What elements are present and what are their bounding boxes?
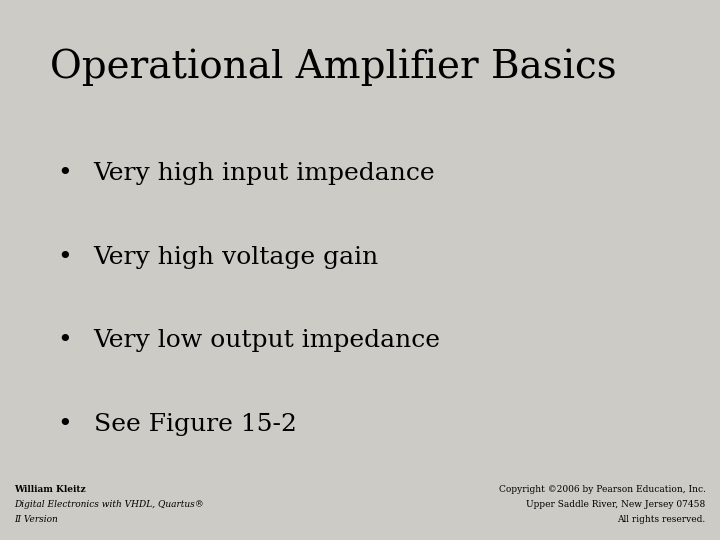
Text: Digital Electronics with VHDL, Quartus®: Digital Electronics with VHDL, Quartus® [14,500,204,509]
Text: •: • [58,413,72,436]
Text: Very high input impedance: Very high input impedance [94,162,435,185]
Text: •: • [58,246,72,269]
Text: •: • [58,329,72,353]
Text: Upper Saddle River, New Jersey 07458: Upper Saddle River, New Jersey 07458 [526,500,706,509]
Text: All rights reserved.: All rights reserved. [617,515,706,524]
Text: Very low output impedance: Very low output impedance [94,329,441,353]
Text: •: • [58,162,72,185]
Text: William Kleitz: William Kleitz [14,485,86,494]
Text: Copyright ©2006 by Pearson Education, Inc.: Copyright ©2006 by Pearson Education, In… [498,485,706,494]
Text: Very high voltage gain: Very high voltage gain [94,246,379,269]
Text: See Figure 15-2: See Figure 15-2 [94,413,297,436]
Text: II Version: II Version [14,515,58,524]
Text: Operational Amplifier Basics: Operational Amplifier Basics [50,49,617,86]
